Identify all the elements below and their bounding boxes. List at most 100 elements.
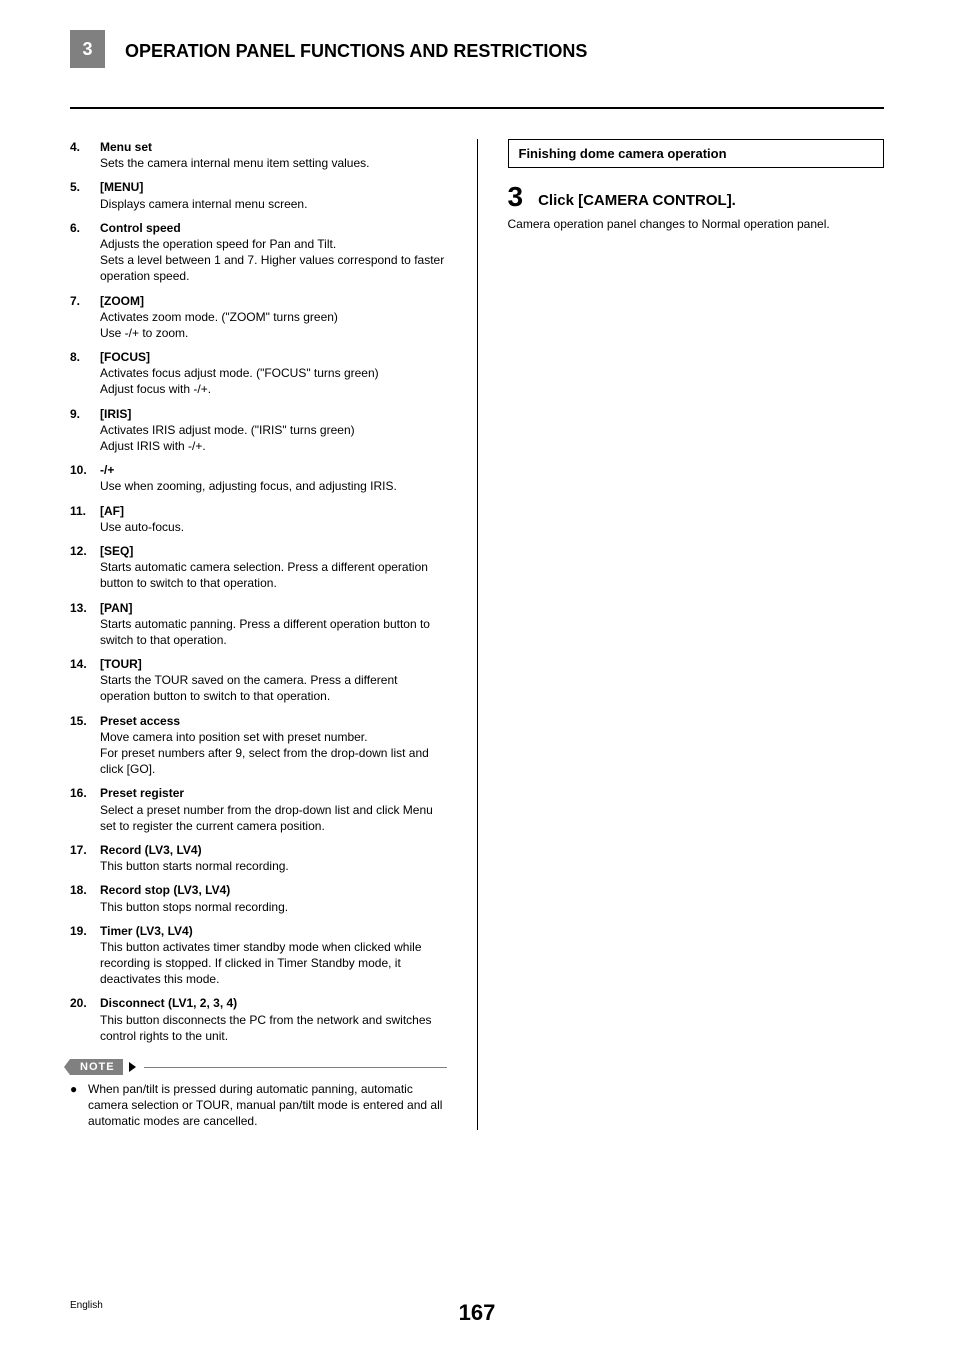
item-body: Preset accessMove camera into position s…	[100, 713, 447, 778]
item-body: [MENU]Displays camera internal menu scre…	[100, 179, 447, 211]
item-title: Preset access	[100, 713, 447, 729]
list-item: 9.[IRIS]Activates IRIS adjust mode. ("IR…	[70, 406, 447, 455]
item-body: Timer (LV3, LV4)This button activates ti…	[100, 923, 447, 988]
page-footer: English 167	[70, 1300, 884, 1311]
list-item: 4.Menu setSets the camera internal menu …	[70, 139, 447, 171]
item-description: Adjusts the operation speed for Pan and …	[100, 236, 447, 285]
item-number: 19.	[70, 923, 100, 988]
item-description: Starts automatic panning. Press a differ…	[100, 616, 447, 648]
note-content: ● When pan/tilt is pressed during automa…	[70, 1081, 447, 1130]
item-description: This button starts normal recording.	[100, 858, 447, 874]
item-title: Menu set	[100, 139, 447, 155]
item-number: 6.	[70, 220, 100, 285]
item-number: 5.	[70, 179, 100, 211]
list-item: 19.Timer (LV3, LV4)This button activates…	[70, 923, 447, 988]
definition-list: 4.Menu setSets the camera internal menu …	[70, 139, 447, 1044]
chapter-number: 3	[70, 30, 105, 68]
item-description: Activates focus adjust mode. ("FOCUS" tu…	[100, 365, 447, 397]
item-description: Move camera into position set with prese…	[100, 729, 447, 778]
item-title: Preset register	[100, 785, 447, 801]
note-line	[144, 1067, 447, 1068]
list-item: 20.Disconnect (LV1, 2, 3, 4)This button …	[70, 995, 447, 1044]
page-header: 3 OPERATION PANEL FUNCTIONS AND RESTRICT…	[70, 30, 884, 68]
footer-page-number: 167	[459, 1300, 496, 1326]
item-title: [PAN]	[100, 600, 447, 616]
step-number: 3	[508, 183, 524, 211]
item-description: Sets the camera internal menu item setti…	[100, 155, 447, 171]
list-item: 14.[TOUR]Starts the TOUR saved on the ca…	[70, 656, 447, 705]
item-title: [ZOOM]	[100, 293, 447, 309]
item-description: Select a preset number from the drop-dow…	[100, 802, 447, 834]
header-rule	[70, 107, 884, 109]
item-description: Use auto-focus.	[100, 519, 447, 535]
list-item: 10.-/+Use when zooming, adjusting focus,…	[70, 462, 447, 494]
item-description: Activates IRIS adjust mode. ("IRIS" turn…	[100, 422, 447, 454]
list-item: 12.[SEQ]Starts automatic camera selectio…	[70, 543, 447, 592]
note-arrow-icon	[129, 1062, 136, 1072]
list-item: 18.Record stop (LV3, LV4)This button sto…	[70, 882, 447, 914]
item-body: [IRIS]Activates IRIS adjust mode. ("IRIS…	[100, 406, 447, 455]
item-title: Record stop (LV3, LV4)	[100, 882, 447, 898]
item-title: [FOCUS]	[100, 349, 447, 365]
item-body: [TOUR]Starts the TOUR saved on the camer…	[100, 656, 447, 705]
item-number: 4.	[70, 139, 100, 171]
column-divider	[477, 139, 478, 1130]
list-item: 15.Preset accessMove camera into positio…	[70, 713, 447, 778]
item-number: 16.	[70, 785, 100, 834]
item-title: [TOUR]	[100, 656, 447, 672]
item-description: Starts automatic camera selection. Press…	[100, 559, 447, 591]
item-body: Record (LV3, LV4)This button starts norm…	[100, 842, 447, 874]
item-title: [IRIS]	[100, 406, 447, 422]
item-number: 20.	[70, 995, 100, 1044]
note-section: NOTE ● When pan/tilt is pressed during a…	[70, 1059, 447, 1130]
item-body: Menu setSets the camera internal menu it…	[100, 139, 447, 171]
item-body: [AF]Use auto-focus.	[100, 503, 447, 535]
item-description: Starts the TOUR saved on the camera. Pre…	[100, 672, 447, 704]
step-title: Click [CAMERA CONTROL].	[538, 192, 736, 211]
item-number: 8.	[70, 349, 100, 398]
item-title: Disconnect (LV1, 2, 3, 4)	[100, 995, 447, 1011]
item-description: This button disconnects the PC from the …	[100, 1012, 447, 1044]
item-body: [FOCUS]Activates focus adjust mode. ("FO…	[100, 349, 447, 398]
list-item: 16.Preset registerSelect a preset number…	[70, 785, 447, 834]
item-description: Activates zoom mode. ("ZOOM" turns green…	[100, 309, 447, 341]
item-number: 17.	[70, 842, 100, 874]
item-body: Disconnect (LV1, 2, 3, 4)This button dis…	[100, 995, 447, 1044]
item-title: [AF]	[100, 503, 447, 519]
page-title: OPERATION PANEL FUNCTIONS AND RESTRICTIO…	[105, 30, 587, 68]
list-item: 6.Control speedAdjusts the operation spe…	[70, 220, 447, 285]
list-item: 17.Record (LV3, LV4)This button starts n…	[70, 842, 447, 874]
item-description: This button activates timer standby mode…	[100, 939, 447, 988]
step-row: 3 Click [CAMERA CONTROL].	[508, 183, 885, 211]
item-body: Control speedAdjusts the operation speed…	[100, 220, 447, 285]
item-body: -/+Use when zooming, adjusting focus, an…	[100, 462, 447, 494]
list-item: 11.[AF]Use auto-focus.	[70, 503, 447, 535]
right-column: Finishing dome camera operation 3 Click …	[508, 139, 885, 1130]
item-title: Control speed	[100, 220, 447, 236]
step-description: Camera operation panel changes to Normal…	[508, 216, 885, 232]
item-title: [SEQ]	[100, 543, 447, 559]
item-description: This button stops normal recording.	[100, 899, 447, 915]
item-description: Use when zooming, adjusting focus, and a…	[100, 478, 447, 494]
item-number: 18.	[70, 882, 100, 914]
note-header: NOTE	[70, 1059, 447, 1075]
item-body: [ZOOM]Activates zoom mode. ("ZOOM" turns…	[100, 293, 447, 342]
item-number: 10.	[70, 462, 100, 494]
item-title: [MENU]	[100, 179, 447, 195]
item-number: 14.	[70, 656, 100, 705]
section-box: Finishing dome camera operation	[508, 139, 885, 168]
item-body: Record stop (LV3, LV4)This button stops …	[100, 882, 447, 914]
item-body: [SEQ]Starts automatic camera selection. …	[100, 543, 447, 592]
item-number: 12.	[70, 543, 100, 592]
item-body: [PAN]Starts automatic panning. Press a d…	[100, 600, 447, 649]
item-number: 13.	[70, 600, 100, 649]
item-title: -/+	[100, 462, 447, 478]
note-text: When pan/tilt is pressed during automati…	[88, 1081, 447, 1130]
list-item: 7.[ZOOM]Activates zoom mode. ("ZOOM" tur…	[70, 293, 447, 342]
content-area: 4.Menu setSets the camera internal menu …	[70, 139, 884, 1130]
item-number: 11.	[70, 503, 100, 535]
list-item: 5.[MENU]Displays camera internal menu sc…	[70, 179, 447, 211]
note-label: NOTE	[70, 1059, 123, 1075]
list-item: 13.[PAN]Starts automatic panning. Press …	[70, 600, 447, 649]
list-item: 8.[FOCUS]Activates focus adjust mode. ("…	[70, 349, 447, 398]
